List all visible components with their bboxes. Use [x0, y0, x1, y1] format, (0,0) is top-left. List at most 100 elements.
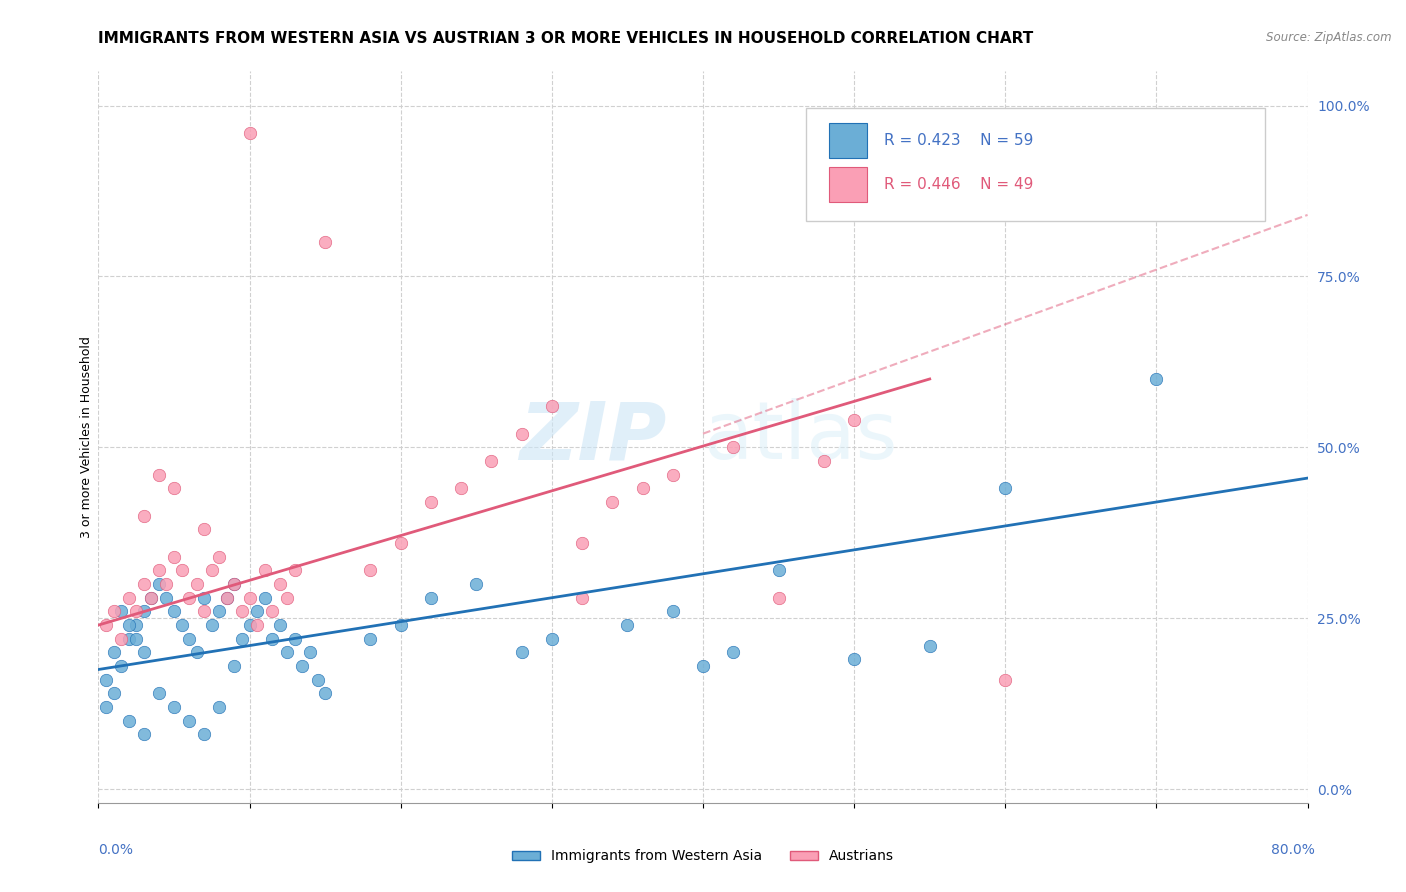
Point: [420, 495, 443, 509]
Point: [103, 686, 125, 700]
Point: [231, 604, 253, 618]
Point: [571, 536, 593, 550]
Point: [269, 618, 291, 632]
Point: [616, 618, 638, 632]
Point: [179, 714, 201, 728]
Point: [103, 604, 125, 618]
Point: [224, 659, 246, 673]
Point: [179, 632, 201, 646]
Point: [215, 591, 238, 605]
Point: [224, 577, 246, 591]
Point: [662, 467, 685, 482]
Point: [314, 686, 336, 700]
Point: [118, 632, 141, 646]
Point: [125, 604, 148, 618]
Point: [132, 727, 155, 741]
Point: [201, 563, 224, 577]
Point: [692, 659, 714, 673]
Point: [307, 673, 329, 687]
Text: 80.0%: 80.0%: [1271, 843, 1315, 857]
Point: [723, 645, 745, 659]
Point: [148, 686, 170, 700]
Point: [360, 632, 382, 646]
Point: [768, 591, 790, 605]
Point: [103, 645, 125, 659]
Point: [110, 604, 132, 618]
Point: [208, 700, 231, 714]
Point: [215, 591, 238, 605]
Point: [246, 604, 269, 618]
Point: [170, 563, 193, 577]
Point: [94, 673, 117, 687]
Point: [118, 591, 141, 605]
Point: [844, 652, 866, 666]
Point: [994, 481, 1017, 495]
Point: [291, 659, 314, 673]
Point: [148, 467, 170, 482]
Point: [631, 481, 654, 495]
Point: [389, 618, 412, 632]
Point: [540, 632, 562, 646]
FancyBboxPatch shape: [828, 123, 868, 159]
Point: [360, 563, 382, 577]
FancyBboxPatch shape: [806, 108, 1265, 221]
Point: [239, 618, 262, 632]
Text: IMMIGRANTS FROM WESTERN ASIA VS AUSTRIAN 3 OR MORE VEHICLES IN HOUSEHOLD CORRELA: IMMIGRANTS FROM WESTERN ASIA VS AUSTRIAN…: [98, 31, 1033, 46]
Point: [262, 632, 284, 646]
Point: [540, 400, 562, 414]
Point: [246, 618, 269, 632]
Point: [141, 591, 163, 605]
Point: [163, 604, 186, 618]
Text: Source: ZipAtlas.com: Source: ZipAtlas.com: [1267, 31, 1392, 45]
Point: [224, 577, 246, 591]
Point: [179, 591, 201, 605]
Point: [193, 604, 215, 618]
Point: [813, 454, 835, 468]
Point: [118, 618, 141, 632]
Point: [155, 577, 177, 591]
Point: [170, 618, 193, 632]
Point: [118, 714, 141, 728]
Point: [208, 549, 231, 564]
Point: [723, 440, 745, 454]
Text: R = 0.446    N = 49: R = 0.446 N = 49: [884, 178, 1033, 193]
Point: [231, 632, 253, 646]
Point: [571, 591, 593, 605]
Text: 0.0%: 0.0%: [98, 843, 134, 857]
Point: [239, 126, 262, 140]
Point: [269, 577, 291, 591]
Point: [110, 659, 132, 673]
Point: [299, 645, 322, 659]
Point: [510, 426, 533, 441]
Point: [186, 577, 208, 591]
Point: [94, 700, 117, 714]
Point: [148, 577, 170, 591]
Point: [420, 591, 443, 605]
Point: [193, 591, 215, 605]
Point: [208, 604, 231, 618]
Point: [155, 591, 177, 605]
Point: [314, 235, 336, 250]
Point: [994, 673, 1017, 687]
Point: [262, 604, 284, 618]
Point: [163, 700, 186, 714]
Text: ZIP: ZIP: [519, 398, 666, 476]
Point: [148, 563, 170, 577]
Point: [1144, 372, 1167, 386]
Point: [389, 536, 412, 550]
Point: [186, 645, 208, 659]
Point: [253, 591, 276, 605]
Point: [132, 508, 155, 523]
Point: [465, 577, 488, 591]
Point: [163, 549, 186, 564]
Point: [284, 632, 307, 646]
Point: [163, 481, 186, 495]
Point: [918, 639, 941, 653]
Point: [450, 481, 472, 495]
Text: R = 0.423    N = 59: R = 0.423 N = 59: [884, 133, 1033, 148]
Point: [253, 563, 276, 577]
Point: [768, 563, 790, 577]
Point: [481, 454, 503, 468]
Point: [125, 632, 148, 646]
Point: [239, 591, 262, 605]
